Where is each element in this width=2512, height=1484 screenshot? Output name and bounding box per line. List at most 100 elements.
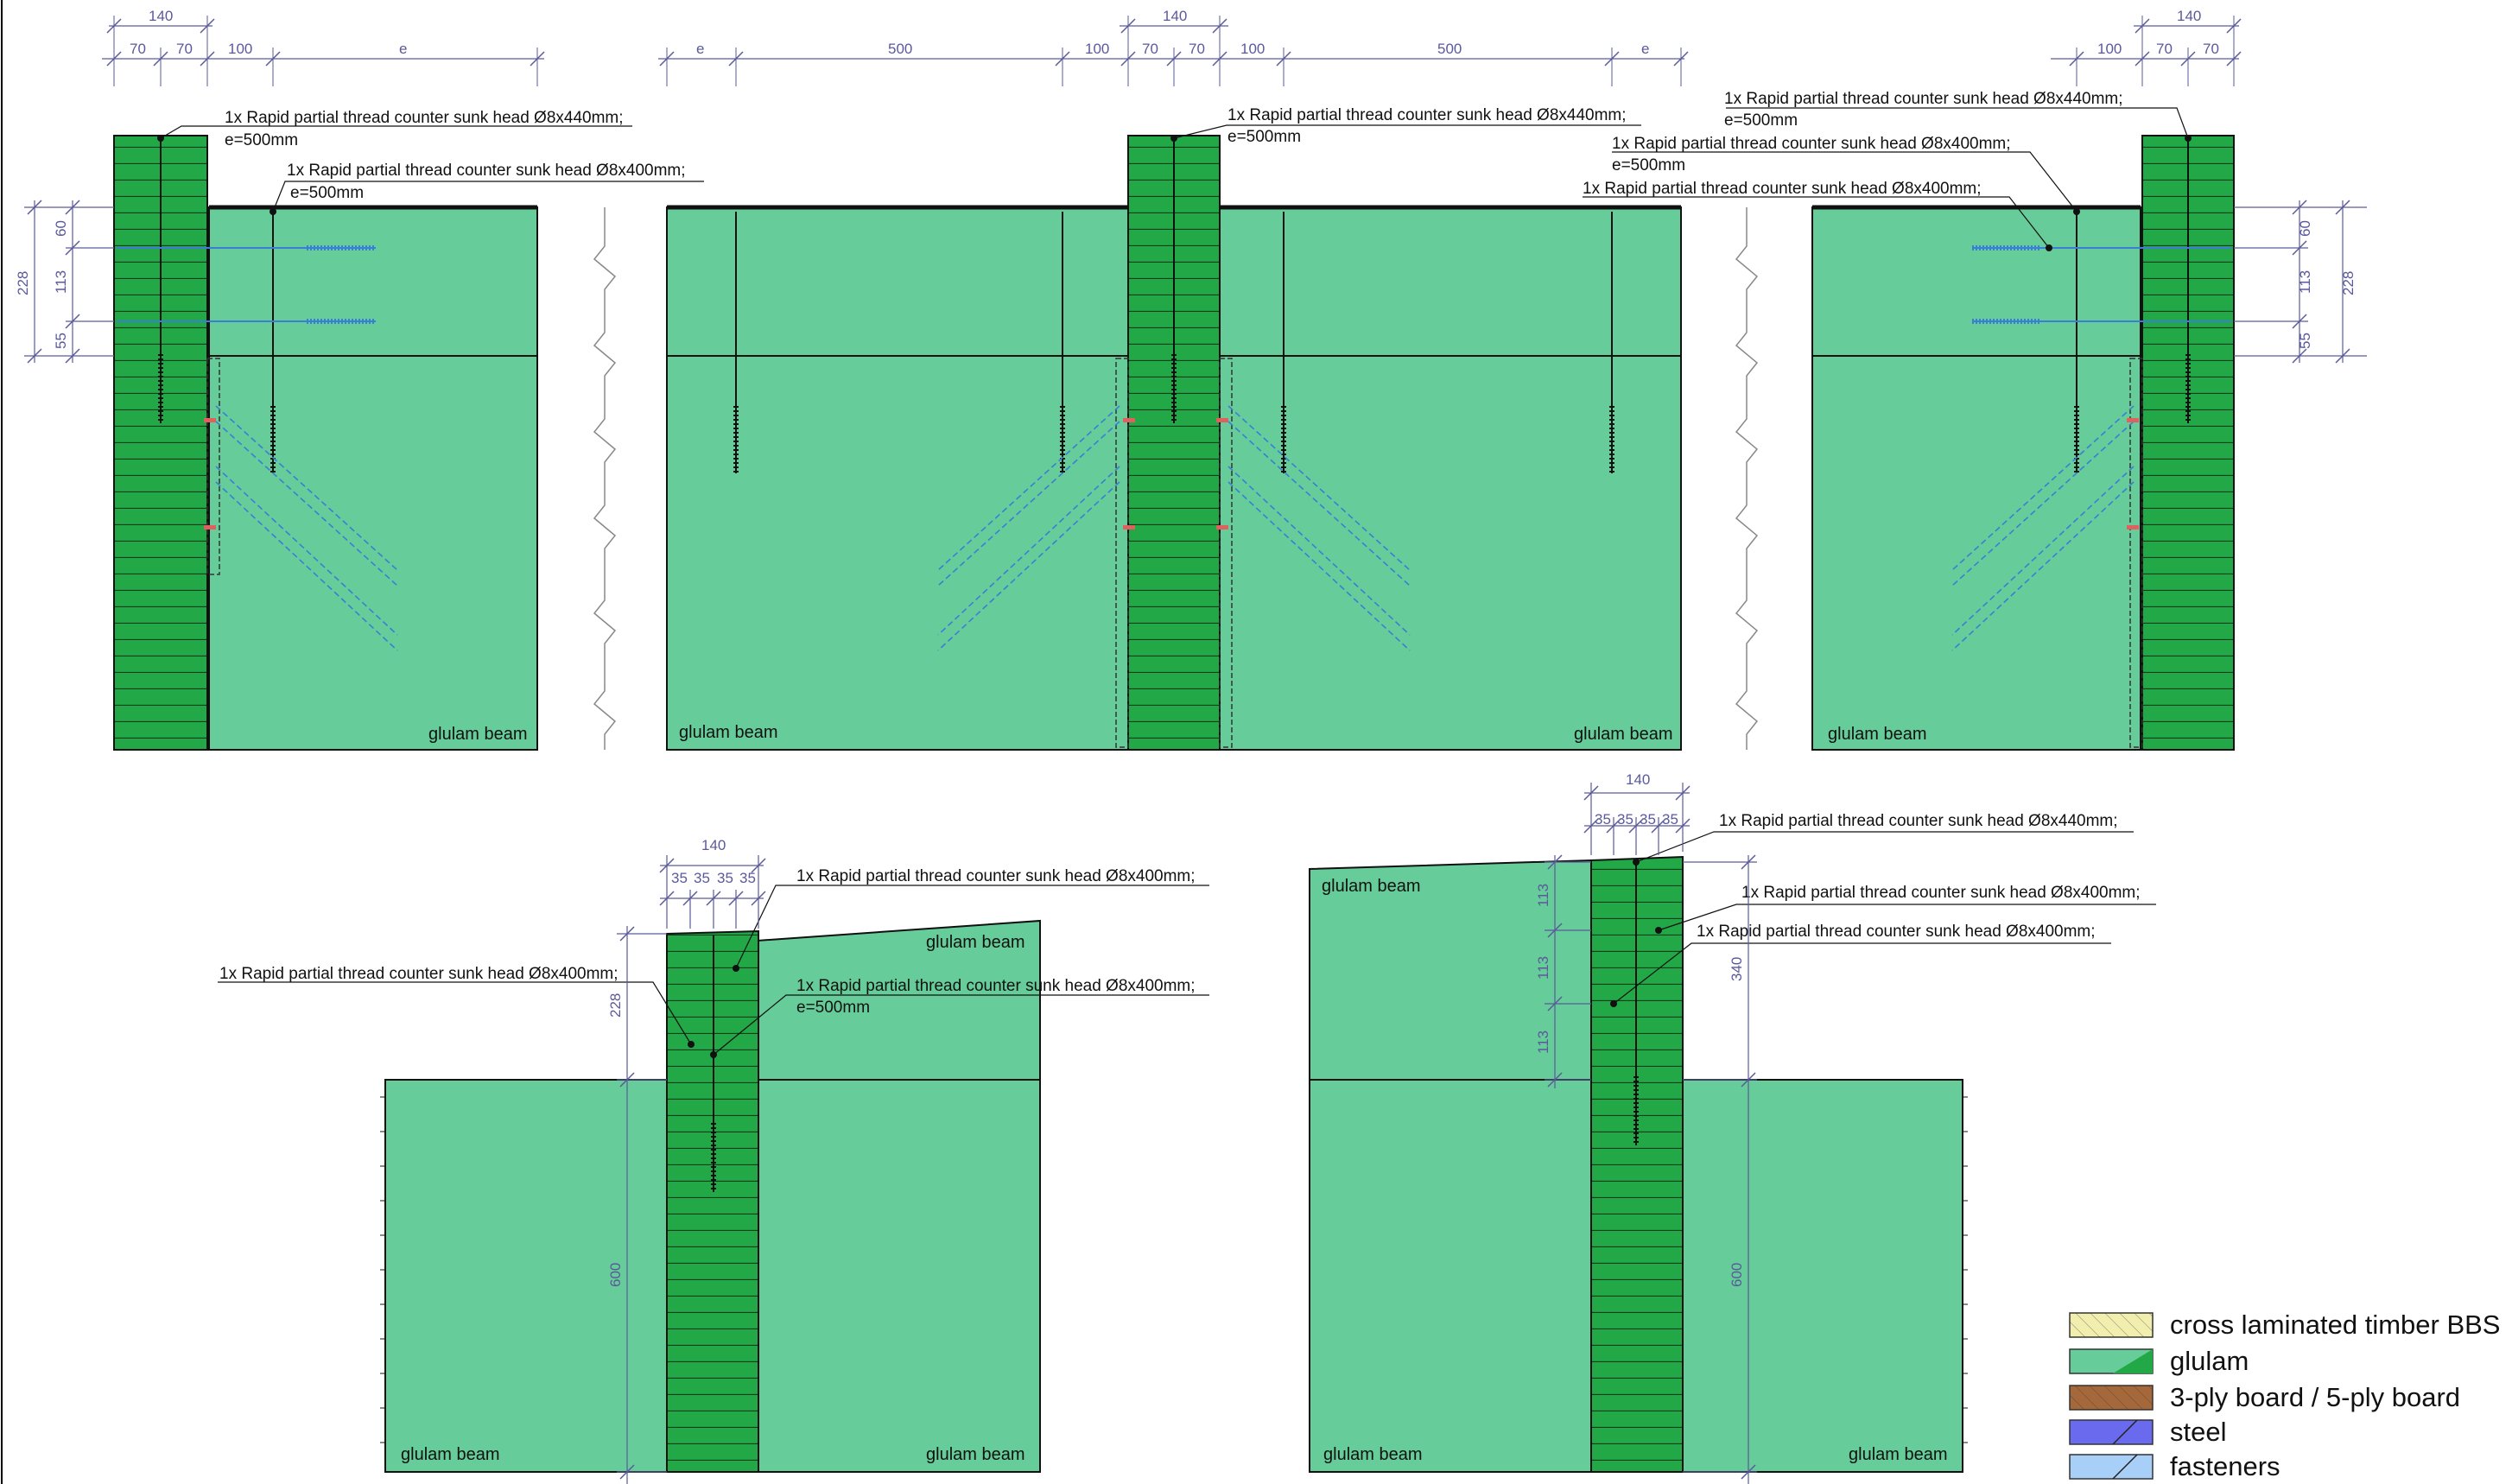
svg-text:35: 35 xyxy=(1640,811,1656,828)
spacing-note: e=500mm xyxy=(225,131,298,149)
leader-lines xyxy=(160,107,2189,249)
screw-note: 1x Rapid partial thread counter sunk hea… xyxy=(225,109,624,127)
leader-lines xyxy=(218,885,1209,1056)
beam-label: glulam beam xyxy=(1322,877,1421,896)
beam-label: glulam beam xyxy=(926,933,1025,952)
legend: cross laminated timber BBS glulam 3-ply … xyxy=(2069,1310,2500,1481)
svg-text:35: 35 xyxy=(717,870,733,886)
steel-plate xyxy=(206,358,220,575)
beam-screws xyxy=(735,212,1613,473)
spacing-note: e=500mm xyxy=(290,184,364,202)
inclined-screws xyxy=(1951,405,2135,651)
beam-screw-threads xyxy=(733,406,1614,473)
svg-text:35: 35 xyxy=(1595,811,1611,828)
spacing-note: e=500mm xyxy=(1227,128,1301,146)
svg-text:fasteners: fasteners xyxy=(2170,1451,2280,1481)
svg-text:3-ply board / 5-ply board: 3-ply board / 5-ply board xyxy=(2170,1382,2460,1412)
svg-text:140: 140 xyxy=(149,8,173,24)
connector-marks xyxy=(2127,418,2139,530)
dim-113: 113 xyxy=(1535,956,1551,980)
svg-text:35: 35 xyxy=(671,870,688,886)
spacing-note: e=500mm xyxy=(1612,156,1685,174)
beam-label: glulam beam xyxy=(1849,1445,1948,1464)
legend-item-clt: cross laminated timber BBS xyxy=(2069,1310,2500,1340)
beam-label: glulam beam xyxy=(926,1445,1025,1464)
dim-113: 113 xyxy=(1535,884,1551,907)
inclined-screws xyxy=(937,405,1411,651)
screw-note: 1x Rapid partial thread counter sunk hea… xyxy=(287,162,686,180)
steel-plate xyxy=(2129,358,2143,748)
svg-text:e=500mm: e=500mm xyxy=(796,999,870,1017)
svg-text:e: e xyxy=(399,41,407,57)
svg-text:70: 70 xyxy=(130,41,146,57)
svg-text:35: 35 xyxy=(694,870,710,886)
dim-55: 55 xyxy=(2297,333,2313,349)
inclined-screws xyxy=(215,405,398,651)
glulam-post-section xyxy=(666,929,759,1473)
dimension-lines xyxy=(1545,783,1757,1484)
legend-item-steel: steel xyxy=(2069,1417,2226,1447)
dim-340: 340 xyxy=(1729,957,1745,981)
dim-228: 228 xyxy=(607,993,624,1018)
steel-plate xyxy=(1219,358,1233,748)
svg-text:140: 140 xyxy=(1626,771,1650,788)
svg-text:140: 140 xyxy=(2177,8,2201,24)
edge-ticks xyxy=(380,1096,385,1443)
screw-note: 1x Rapid partial thread counter sunk hea… xyxy=(1583,180,1982,198)
beam-label: glulam beam xyxy=(428,725,528,744)
svg-text:1x Rapid partial thread counte: 1x Rapid partial thread counter sunk hea… xyxy=(1697,923,2096,941)
leader-lines xyxy=(1613,831,2156,1005)
svg-text:140: 140 xyxy=(1163,8,1187,24)
svg-text:steel: steel xyxy=(2170,1417,2226,1447)
svg-text:e: e xyxy=(1641,41,1649,57)
beam-label: glulam beam xyxy=(679,723,778,742)
top-left-detail xyxy=(113,135,538,751)
dim-60: 60 xyxy=(2297,220,2313,237)
edge-ticks xyxy=(1963,1096,1968,1443)
svg-text:70: 70 xyxy=(176,41,193,57)
svg-text:100: 100 xyxy=(1085,41,1109,57)
svg-text:100: 100 xyxy=(228,41,252,57)
svg-text:35: 35 xyxy=(1617,811,1633,828)
connector-marks xyxy=(204,418,216,530)
dimension-texts-top: 140 70 70 100 e e 500 100 70 70 140 100 … xyxy=(130,8,2219,57)
svg-text:1x Rapid partial thread counte: 1x Rapid partial thread counter sunk hea… xyxy=(1719,812,2118,830)
svg-text:1x Rapid partial thread counte: 1x Rapid partial thread counter sunk hea… xyxy=(219,965,618,983)
legend-item-fasteners: fasteners xyxy=(2069,1451,2280,1481)
svg-text:1x Rapid partial thread counte: 1x Rapid partial thread counter sunk hea… xyxy=(1741,884,2141,902)
connector-marks xyxy=(1123,418,1228,530)
dimension-lines-side xyxy=(24,200,2367,364)
dim-60: 60 xyxy=(53,220,69,237)
break-line-left xyxy=(593,207,617,750)
beam-label: glulam beam xyxy=(1828,725,1927,744)
svg-text:35: 35 xyxy=(739,870,756,886)
svg-text:100: 100 xyxy=(2097,41,2122,57)
beam-label: glulam beam xyxy=(1323,1445,1423,1464)
svg-text:70: 70 xyxy=(1189,41,1205,57)
bottom-right-section: 1x Rapid partial thread counter sunk hea… xyxy=(1309,771,2156,1484)
svg-text:70: 70 xyxy=(2203,41,2219,57)
svg-text:1x Rapid partial thread counte: 1x Rapid partial thread counter sunk hea… xyxy=(796,977,1196,995)
svg-text:glulam: glulam xyxy=(2170,1346,2249,1376)
dimension-lines-top xyxy=(102,16,2242,86)
dim-228: 228 xyxy=(2340,271,2357,295)
svg-text:140: 140 xyxy=(701,837,726,853)
legend-item-ply: 3-ply board / 5-ply board xyxy=(2069,1382,2460,1412)
svg-text:70: 70 xyxy=(2156,41,2173,57)
screw-note: 1x Rapid partial thread counter sunk hea… xyxy=(1724,90,2123,108)
svg-text:500: 500 xyxy=(1437,41,1462,57)
break-line-right xyxy=(1735,207,1759,750)
dim-600: 600 xyxy=(1729,1263,1745,1287)
screw-note: 1x Rapid partial thread counter sunk hea… xyxy=(1227,106,1627,124)
dim-600: 600 xyxy=(607,1263,624,1287)
top-right-detail xyxy=(1811,135,2235,751)
svg-text:cross laminated timber BBS: cross laminated timber BBS xyxy=(2170,1310,2500,1340)
beam-top-slab xyxy=(208,206,538,357)
beam-label: glulam beam xyxy=(1574,725,1673,744)
dim-228: 228 xyxy=(15,271,31,295)
dim-55: 55 xyxy=(53,333,69,349)
spacing-note: e=500mm xyxy=(1724,111,1798,130)
top-middle-detail xyxy=(666,135,1682,751)
steel-plate xyxy=(1115,358,1129,748)
